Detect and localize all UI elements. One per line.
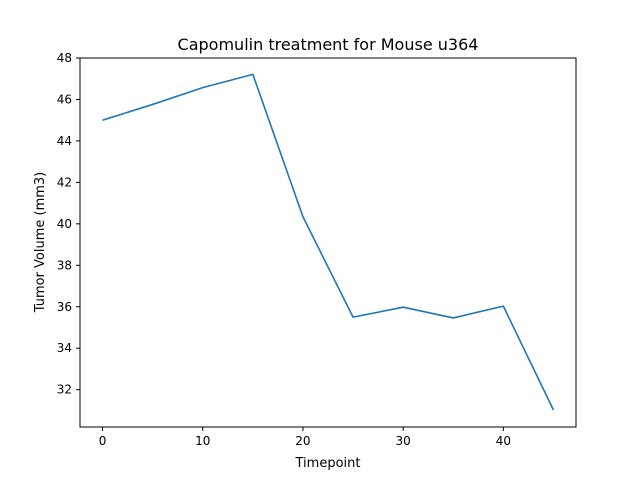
y-tick-label: 44 — [57, 134, 72, 148]
y-tick-label: 42 — [57, 175, 72, 189]
y-tick-label: 48 — [57, 51, 72, 65]
x-tick-label: 20 — [295, 434, 310, 448]
x-axis-label: Timepoint — [295, 456, 361, 471]
x-tick-label: 40 — [496, 434, 511, 448]
y-axis-ticks: 32 34 36 38 40 42 44 46 48 — [57, 51, 80, 397]
x-tick-label: 0 — [99, 434, 107, 448]
chart-title: Capomulin treatment for Mouse u364 — [178, 35, 479, 54]
x-tick-label: 30 — [396, 434, 411, 448]
y-tick-label: 38 — [57, 258, 72, 272]
series-line — [102, 73, 555, 411]
plot-area — [79, 57, 577, 428]
y-tick-label: 32 — [57, 383, 72, 397]
x-tick-label: 10 — [195, 434, 210, 448]
plot-frame — [79, 57, 577, 428]
y-tick-label: 34 — [57, 341, 72, 355]
y-tick-label: 40 — [57, 217, 72, 231]
y-tick-label: 46 — [57, 92, 72, 106]
y-axis-label: Tumor Volume (mm3) — [33, 172, 48, 314]
series-layer — [102, 73, 555, 411]
x-axis-ticks: 0 10 20 30 40 — [99, 427, 511, 448]
y-tick-label: 36 — [57, 300, 72, 314]
